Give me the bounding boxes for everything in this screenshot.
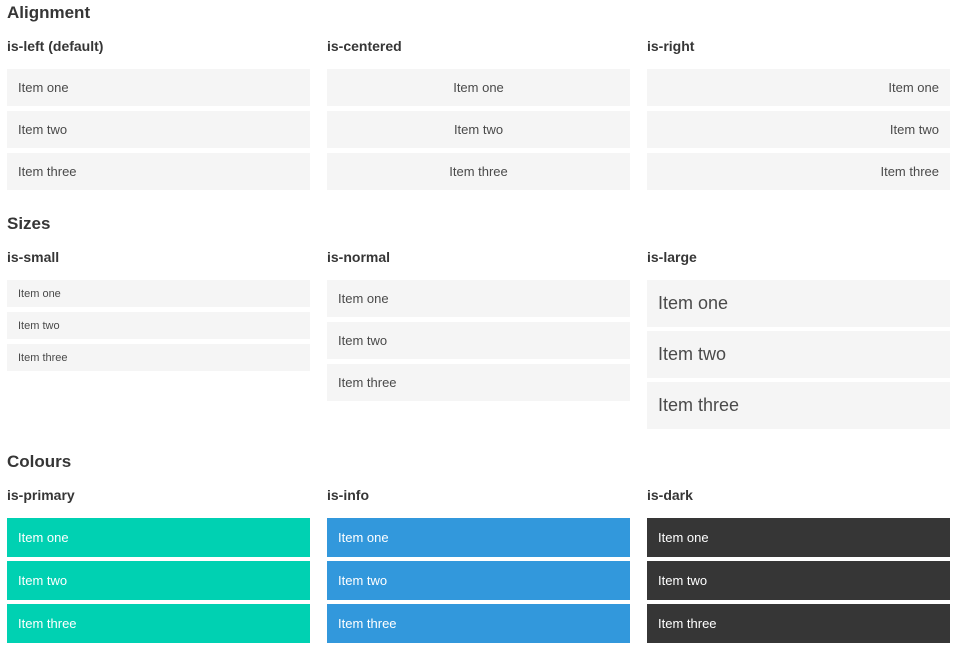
list-normal: Item one Item two Item three [327,280,630,401]
column-is-centered: is-centered Item one Item two Item three [327,38,630,195]
list-item[interactable]: Item one [7,518,310,557]
list-item[interactable]: Item one [327,518,630,557]
list-item[interactable]: Item two [7,312,310,339]
list-item[interactable]: Item two [647,111,950,148]
list-item[interactable]: Item one [647,280,950,327]
list-primary: Item one Item two Item three [7,518,310,643]
list-item[interactable]: Item one [327,69,630,106]
list-item[interactable]: Item one [7,280,310,307]
list-item[interactable]: Item three [7,153,310,190]
column-heading-is-right: is-right [647,38,695,54]
list-item[interactable]: Item one [7,69,310,106]
list-item[interactable]: Item three [647,604,950,643]
column-is-small: is-small Item one Item two Item three [7,249,310,376]
list-item[interactable]: Item three [7,604,310,643]
column-is-info: is-info Item one Item two Item three [327,487,630,647]
column-is-right: is-right Item one Item two Item three [647,38,950,195]
column-heading-is-large: is-large [647,249,697,265]
list-dark: Item one Item two Item three [647,518,950,643]
list-centered: Item one Item two Item three [327,69,630,190]
column-heading-is-info: is-info [327,487,369,503]
list-item[interactable]: Item three [7,344,310,371]
column-heading-is-primary: is-primary [7,487,75,503]
list-item[interactable]: Item two [327,111,630,148]
section-title-alignment: Alignment [7,3,91,22]
sizes-columns: is-small Item one Item two Item three is… [7,249,950,433]
list-large: Item one Item two Item three [647,280,950,429]
column-heading-is-normal: is-normal [327,249,391,265]
list-left-aligned: Item one Item two Item three [7,69,310,190]
column-is-large: is-large Item one Item two Item three [647,249,950,433]
list-item[interactable]: Item two [647,561,950,600]
section-title-sizes: Sizes [7,214,51,233]
list-item[interactable]: Item three [327,604,630,643]
list-item[interactable]: Item two [327,322,630,359]
list-item[interactable]: Item one [327,280,630,317]
list-item[interactable]: Item one [647,518,950,557]
list-item[interactable]: Item two [327,561,630,600]
column-is-normal: is-normal Item one Item two Item three [327,249,630,406]
list-item[interactable]: Item three [647,153,950,190]
colours-columns: is-primary Item one Item two Item three … [7,487,950,647]
section-alignment: Alignment is-left (default) Item one Ite… [7,4,950,195]
list-small: Item one Item two Item three [7,280,310,371]
list-item[interactable]: Item three [647,382,950,429]
list-item[interactable]: Item three [327,364,630,401]
column-heading-is-centered: is-centered [327,38,402,54]
list-item[interactable]: Item one [647,69,950,106]
column-heading-is-small: is-small [7,249,60,265]
alignment-columns: is-left (default) Item one Item two Item… [7,38,950,195]
list-info: Item one Item two Item three [327,518,630,643]
column-heading-is-dark: is-dark [647,487,693,503]
list-item[interactable]: Item three [327,153,630,190]
list-item[interactable]: Item two [7,111,310,148]
column-is-dark: is-dark Item one Item two Item three [647,487,950,647]
list-item[interactable]: Item two [647,331,950,378]
section-sizes: Sizes is-small Item one Item two Item th… [7,215,950,433]
column-heading-is-left: is-left (default) [7,38,104,54]
section-colours: Colours is-primary Item one Item two Ite… [7,453,950,647]
section-title-colours: Colours [7,452,72,471]
column-is-primary: is-primary Item one Item two Item three [7,487,310,647]
list-right-aligned: Item one Item two Item three [647,69,950,190]
column-is-left: is-left (default) Item one Item two Item… [7,38,310,195]
list-item[interactable]: Item two [7,561,310,600]
